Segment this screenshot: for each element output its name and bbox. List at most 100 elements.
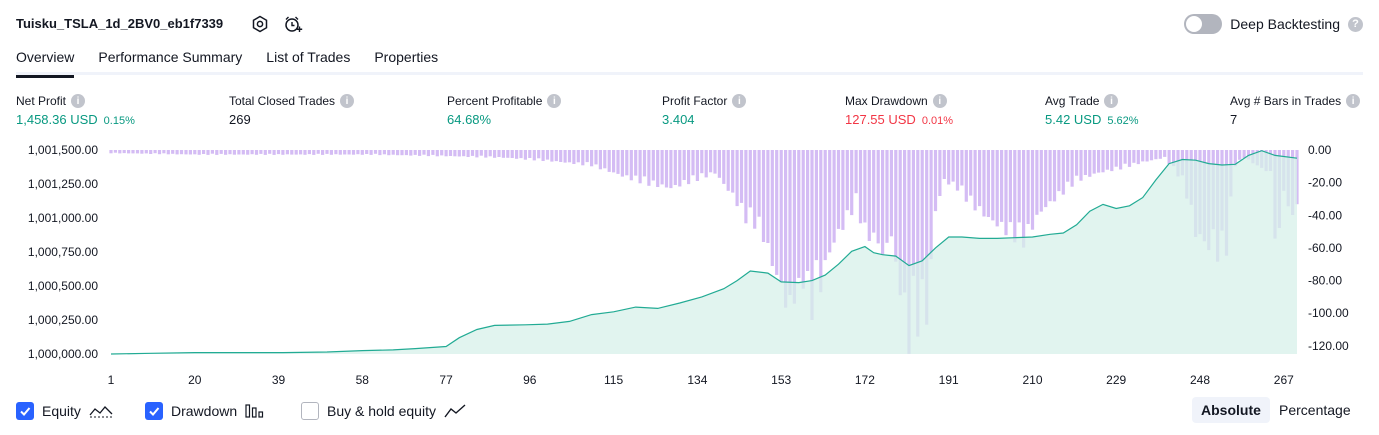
drawdown-bar — [162, 150, 166, 154]
drawdown-bar — [440, 150, 444, 156]
drawdown-bar — [224, 150, 228, 155]
drawdown-bar — [171, 150, 175, 154]
right-axis-tick: -60.00 — [1308, 241, 1342, 255]
metric-avg-trade: Avg Trade i 5.42 USD 5.62% — [1045, 93, 1139, 127]
drawdown-bar — [629, 150, 633, 181]
drawdown-bar — [409, 150, 413, 156]
x-axis-tick: 20 — [188, 373, 202, 387]
drawdown-bar — [1172, 150, 1176, 167]
drawdown-bar — [770, 150, 774, 266]
x-axis-tick: 58 — [356, 373, 370, 387]
drawdown-bar — [572, 150, 576, 164]
right-axis-tick: -80.00 — [1308, 274, 1342, 288]
drawdown-bar — [761, 150, 766, 242]
equity-label: Equity — [42, 403, 81, 419]
tab-properties[interactable]: Properties — [374, 49, 439, 65]
drawdown-bar — [144, 150, 148, 154]
drawdown-bar — [232, 150, 236, 155]
tab-bar: Overview Performance Summary List of Tra… — [16, 45, 1363, 78]
drawdown-bar — [457, 150, 461, 157]
drawdown-bar — [594, 150, 598, 165]
metric-percent-profitable: Percent Profitable i 64.68% — [447, 93, 562, 127]
info-icon[interactable]: i — [71, 94, 86, 108]
left-axis: 1,001,500.00 1,001,250.00 1,001,000.00 1,00… — [28, 143, 98, 361]
drawdown-bar — [431, 150, 435, 155]
drawdown-bar — [466, 150, 470, 157]
drawdown-bar — [779, 150, 783, 283]
drawdown-bar — [567, 150, 572, 163]
metric-label: Max Drawdown — [845, 94, 928, 108]
info-icon[interactable]: i — [547, 94, 562, 108]
x-axis-tick: 77 — [439, 373, 453, 387]
drawdown-bar — [598, 150, 602, 170]
checkbox-unchecked[interactable] — [301, 402, 319, 420]
deep-backtesting-toggle[interactable] — [1184, 14, 1223, 34]
drawdown-bar — [1061, 150, 1065, 195]
tab-performance-summary[interactable]: Performance Summary — [98, 49, 243, 65]
drawdown-bar — [321, 150, 325, 155]
drawdown-bar — [731, 150, 735, 193]
checkbox-checked[interactable] — [145, 402, 163, 420]
absolute-button[interactable]: Absolute — [1192, 397, 1270, 423]
drawdown-bar — [964, 150, 968, 202]
drawdown-bar — [920, 150, 924, 280]
drawdown-bar — [775, 150, 779, 275]
drawdown-bar — [717, 150, 721, 178]
drawdown-bar — [523, 150, 527, 160]
drawdown-bar — [951, 150, 955, 182]
drawdown-bar — [404, 150, 408, 156]
drawdown-bar — [422, 150, 426, 155]
info-icon[interactable]: i — [932, 94, 947, 108]
drawdown-bar — [722, 150, 726, 184]
info-icon[interactable]: i — [732, 94, 747, 108]
info-icon[interactable]: i — [1104, 94, 1119, 108]
drawdown-bar — [113, 150, 117, 153]
metric-value: 7 — [1230, 112, 1238, 127]
info-icon[interactable]: i — [340, 94, 355, 108]
drawdown-bar — [911, 150, 915, 276]
help-icon[interactable]: ? — [1348, 16, 1363, 32]
settings-icon[interactable] — [249, 13, 271, 35]
drawdown-bar — [1070, 150, 1074, 187]
chart-legend: Equity Drawdown Buy & hold equity Absolu… — [16, 397, 1363, 424]
drawdown-bar — [973, 150, 977, 211]
drawdown-bar — [1149, 150, 1154, 161]
drawdown-bar — [801, 150, 805, 289]
equity-drawdown-chart[interactable]: 1,001,500.00 1,001,250.00 1,001,000.00 1,00… — [0, 140, 1379, 395]
drawdown-bar — [1088, 150, 1092, 177]
drawdown-bar — [268, 150, 272, 154]
drawdown-bar — [347, 150, 351, 155]
drawdown-bar — [1066, 150, 1070, 182]
metric-label: Avg # Bars in Trades — [1230, 94, 1342, 108]
bar-chart-icon — [245, 404, 264, 418]
drawdown-bar — [854, 150, 858, 194]
drawdown-bar — [784, 150, 788, 308]
drawdown-bar — [1057, 150, 1061, 192]
buy-hold-toggle[interactable]: Buy & hold equity — [301, 402, 466, 420]
drawdown-bar — [122, 150, 126, 154]
tab-overview[interactable]: Overview — [16, 45, 75, 78]
drawdown-bar — [1083, 150, 1087, 175]
percentage-button[interactable]: Percentage — [1279, 402, 1351, 418]
drawdown-toggle[interactable]: Drawdown — [145, 402, 265, 420]
add-alert-icon[interactable] — [282, 13, 304, 35]
info-icon[interactable]: i — [1346, 94, 1361, 108]
drawdown-bar — [462, 150, 466, 157]
drawdown-bar — [845, 150, 849, 211]
drawdown-bar — [378, 150, 382, 156]
equity-toggle[interactable]: Equity — [16, 402, 113, 420]
metric-label: Percent Profitable — [447, 94, 543, 108]
drawdown-bar — [127, 150, 131, 154]
drawdown-bar — [616, 150, 620, 174]
drawdown-bar — [1017, 150, 1021, 223]
drawdown-bar — [351, 150, 356, 155]
drawdown-bar — [470, 150, 475, 156]
left-axis-tick: 1,001,250.00 — [28, 177, 98, 191]
drawdown-bar — [925, 150, 929, 325]
drawdown-bar — [554, 150, 558, 162]
tab-list-of-trades[interactable]: List of Trades — [266, 49, 351, 65]
checkbox-checked[interactable] — [16, 402, 34, 420]
drawdown-bar — [299, 150, 303, 155]
drawdown-bar — [1167, 150, 1171, 165]
drawdown-bar — [373, 150, 378, 154]
